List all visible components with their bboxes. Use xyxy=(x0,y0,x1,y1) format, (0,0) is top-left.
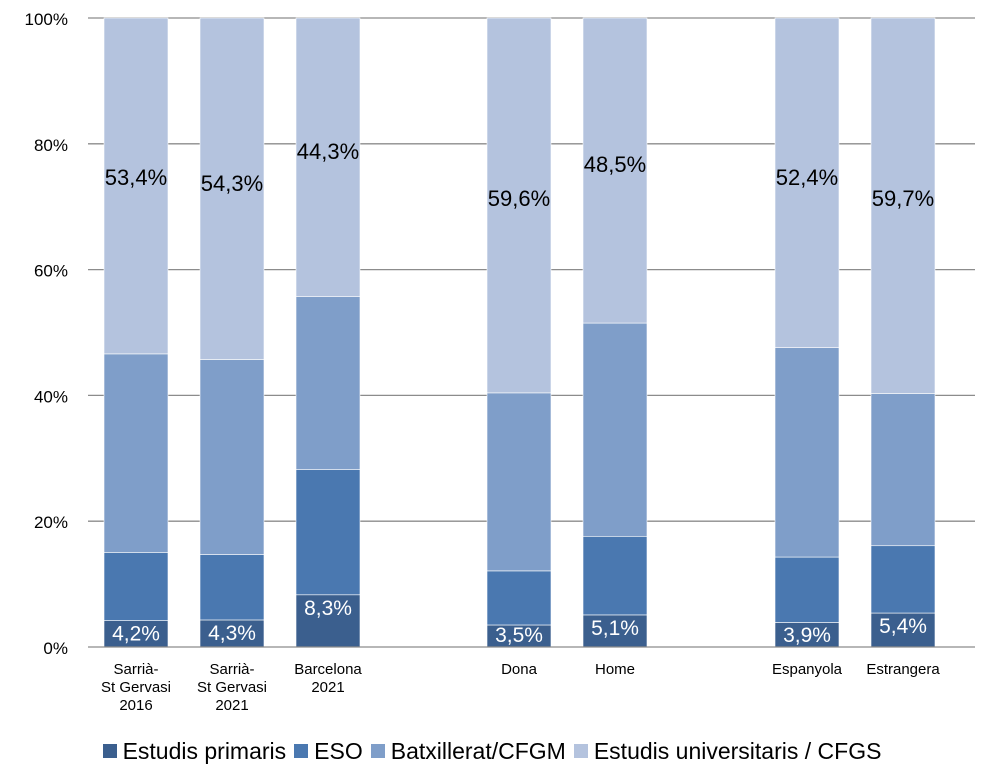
bar-segment xyxy=(582,614,648,648)
legend-item: ESO xyxy=(294,738,363,765)
legend-label: ESO xyxy=(314,737,363,764)
legend-label: Estudis primaris xyxy=(122,737,287,764)
y-tick-label: 100% xyxy=(25,10,68,29)
bar-segment xyxy=(103,353,169,553)
data-label-universitaris: 53,4% xyxy=(105,165,167,190)
bar-segment xyxy=(103,620,169,648)
bar-segment xyxy=(199,17,265,360)
legend-swatch xyxy=(370,744,385,758)
legend-item: Estudis universitaris / CFGS xyxy=(573,737,882,765)
x-category-label: Espanyola xyxy=(772,661,843,678)
bar-segment xyxy=(582,535,648,616)
stacked-bar-chart: 0% 20% 40% 60% 80% 100% 4,2% 53,4% 4,3% 54,3% 8,3%… xyxy=(25,10,975,714)
bar-segment xyxy=(103,17,169,355)
bar-segment xyxy=(774,347,840,558)
y-tick-label: 0% xyxy=(43,639,68,658)
bar-segment xyxy=(870,612,936,648)
x-category-label: Sarrià-St Gervasi 2016 xyxy=(101,661,171,714)
bar-segment xyxy=(295,469,361,596)
y-tick-label: 20% xyxy=(34,513,68,532)
data-label-primaris: 4,2% xyxy=(112,623,160,646)
data-label-universitaris: 52,4% xyxy=(776,165,838,190)
y-tick-label: 80% xyxy=(34,136,68,155)
y-tick-label: 60% xyxy=(34,262,68,281)
data-label-primaris: 4,3% xyxy=(208,622,256,645)
bar-segment xyxy=(774,622,840,648)
legend: Estudis primaris ESO Batxillerat/CFGM Estud… xyxy=(0,736,984,766)
data-label-universitaris: 59,6% xyxy=(488,186,550,211)
data-label-universitaris: 59,7% xyxy=(872,186,934,211)
bar-segment xyxy=(774,556,840,623)
bar-segment xyxy=(199,359,265,555)
legend-item: Batxillerat/CFGM xyxy=(370,737,566,765)
bar-segment xyxy=(582,17,648,324)
legend-swatch xyxy=(573,744,588,758)
x-category-label: Home xyxy=(595,661,635,678)
data-label-primaris: 3,5% xyxy=(495,624,543,647)
data-label-universitaris: 48,5% xyxy=(584,152,646,177)
legend-label: Batxillerat/CFGM xyxy=(390,737,566,764)
legend-swatch xyxy=(294,744,309,758)
bar-segment xyxy=(295,296,361,470)
x-category-label: Estrangera xyxy=(866,661,940,678)
data-label-universitaris: 54,3% xyxy=(201,171,263,196)
bar-segment xyxy=(870,393,936,547)
x-category-label: Sarrià-St Gervasi 2021 xyxy=(197,661,267,714)
bar-segment xyxy=(103,552,169,621)
data-label-primaris: 5,4% xyxy=(879,615,927,638)
legend-label: Estudis universitaris / CFGS xyxy=(593,737,882,764)
data-label-primaris: 3,9% xyxy=(783,624,831,647)
data-label-primaris: 8,3% xyxy=(304,597,352,620)
y-tick-label: 40% xyxy=(34,387,68,406)
legend-item: Estudis primaris xyxy=(102,737,287,765)
data-label-primaris: 5,1% xyxy=(591,617,639,640)
bar-segment xyxy=(870,545,936,614)
x-category-label: Barcelona 2021 xyxy=(294,661,362,696)
bar-segment xyxy=(486,392,552,572)
bar-segment xyxy=(199,554,265,621)
data-label-universitaris: 44,3% xyxy=(297,139,359,164)
bar-segment xyxy=(582,322,648,537)
bar-segment xyxy=(870,17,936,394)
bar-segment xyxy=(774,17,840,348)
bar-segment xyxy=(295,17,361,297)
x-category-label: Dona xyxy=(501,661,538,678)
legend-swatch xyxy=(102,744,117,758)
bar-segment xyxy=(486,17,552,394)
bar-segment xyxy=(486,570,552,626)
